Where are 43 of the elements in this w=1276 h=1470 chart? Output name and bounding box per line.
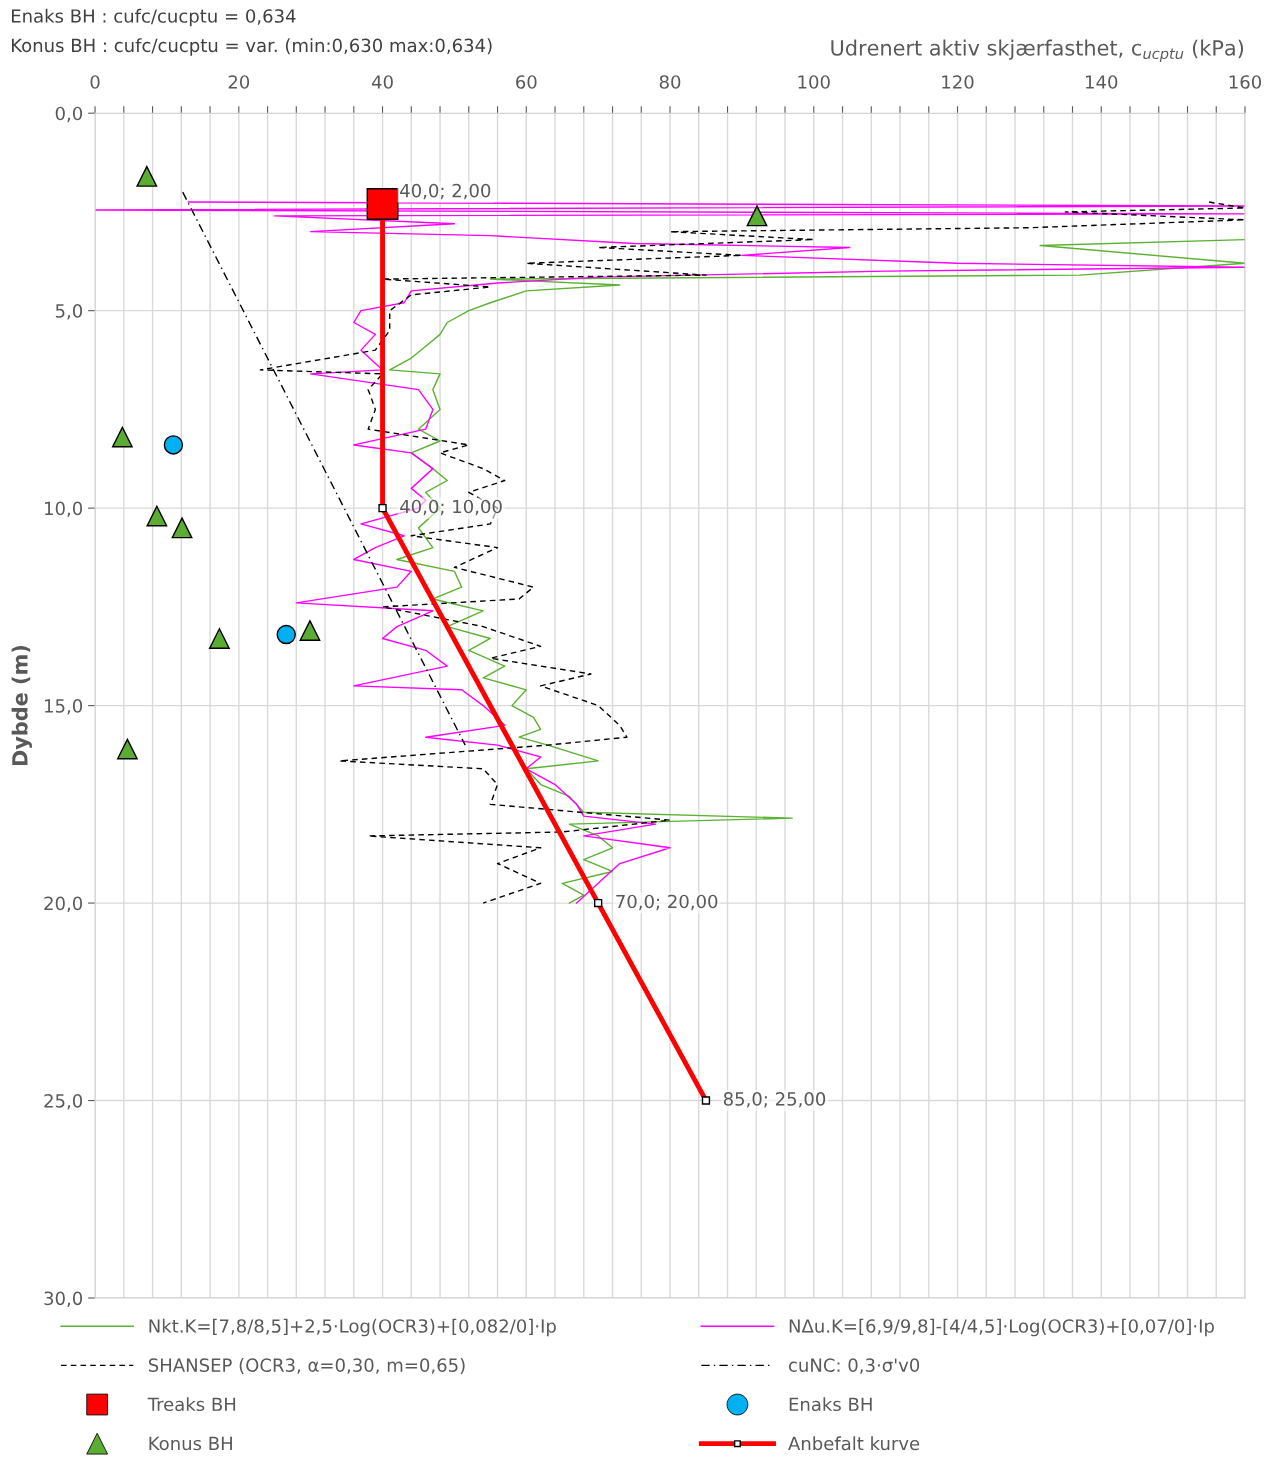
x-tick-label: 100 xyxy=(798,75,830,89)
x-tick-label: 0 xyxy=(90,75,100,89)
point xyxy=(136,165,158,187)
point xyxy=(366,188,399,220)
y-tick-label: 25,0 xyxy=(44,1094,83,1110)
point xyxy=(171,517,193,539)
point xyxy=(208,628,230,649)
point xyxy=(746,205,768,227)
y-tick-label: 30,0 xyxy=(44,1291,83,1307)
x-tick-label: 160 xyxy=(1229,75,1262,89)
y-tick-label: 15,0 xyxy=(45,699,83,715)
y-tick-label: 0,0 xyxy=(55,106,83,123)
point xyxy=(116,738,138,760)
x-axis-title: Udrenert aktiv skjærfasthet, c$_{ucptu}$ (kPa) xyxy=(831,39,1244,62)
text: Enaks BH : cufc/cucptu = 0,634 xyxy=(11,8,296,27)
point xyxy=(146,505,168,527)
x-tick-label: 20 xyxy=(228,75,250,89)
point xyxy=(276,624,296,645)
x-tick-label: 80 xyxy=(659,75,681,89)
point xyxy=(163,435,184,455)
y-tick-label: 10,0 xyxy=(45,501,83,518)
legend-label: Nkt.K=[7,8/8,5]+2,5·Log(OCR3)+[0,082/0]·Ip xyxy=(149,1318,556,1337)
data-label: 70,0; 20,00 xyxy=(616,894,718,911)
x-tick-label: 120 xyxy=(942,75,974,89)
data-label: 40,0; 10,00 xyxy=(400,499,502,516)
legend-label: Treaks BH xyxy=(147,1397,236,1412)
y-tick-label: 20,0 xyxy=(44,896,83,913)
legend-label: cuNC: 0,3·σ'v0 xyxy=(788,1358,920,1374)
point xyxy=(111,426,133,448)
y-tick-label: 5,0 xyxy=(55,304,83,320)
x-tick-label: 60 xyxy=(516,75,537,89)
legend-label: Anbefalt kurve xyxy=(788,1436,920,1451)
y-axis-title: Dybde (m) xyxy=(11,645,32,766)
x-tick-label: 40 xyxy=(371,75,393,89)
data-label: 40,0; 2,00 xyxy=(400,183,491,200)
legend-label: SHANSEP (OCR3, α=0,30, m=0,65) xyxy=(148,1358,465,1375)
legend-label: Enaks BH xyxy=(789,1397,872,1412)
legend-label: NΔu.K=[6,9/9,8]-[4/4,5]·Log(OCR3)+[0,07/0]·Ip xyxy=(789,1318,1214,1337)
x-tick-label: 140 xyxy=(1086,75,1118,89)
legend-label: Konus BH xyxy=(149,1436,232,1451)
point xyxy=(299,620,321,641)
text: Konus BH : cufc/cucptu = var. (min:0,630 max:0,634) xyxy=(11,38,492,56)
data-label: 85,0; 25,00 xyxy=(723,1092,826,1108)
